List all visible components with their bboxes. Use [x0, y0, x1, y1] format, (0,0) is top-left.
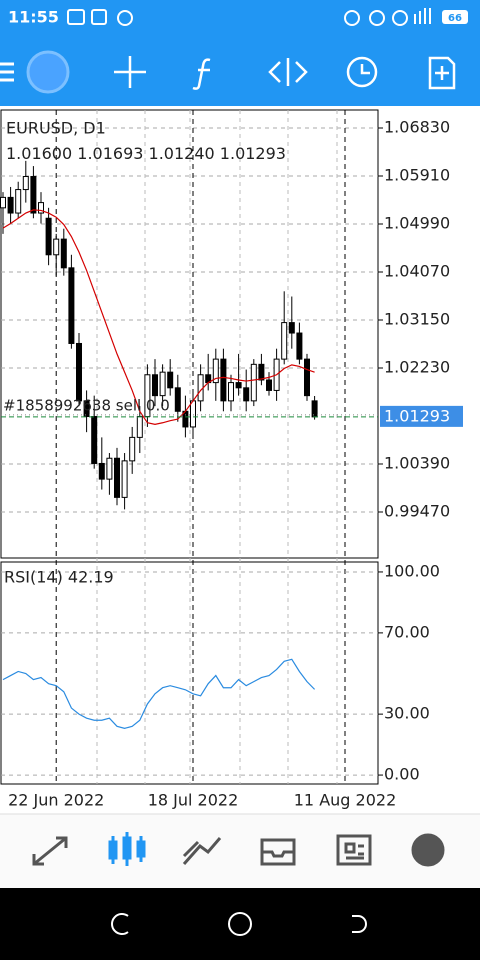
- x-tick-label: 18 Jul 2022: [148, 791, 239, 810]
- close: 1.01293: [220, 144, 286, 163]
- bottom-icons[interactable]: [32, 832, 445, 867]
- candle-body: [311, 400, 318, 418]
- candle-body: [266, 379, 272, 391]
- candle-body: [129, 436, 136, 462]
- y-tick-label: 1.05910: [384, 165, 450, 184]
- y-tick-label: 70.00: [384, 622, 430, 641]
- y-tick-label: 0.00: [384, 765, 420, 784]
- candle-body: [98, 462, 105, 480]
- app-bar: [0, 0, 480, 106]
- toolbar-icons[interactable]: [0, 50, 456, 94]
- y-tick-label: 1.04070: [384, 261, 450, 280]
- candle-body: [212, 358, 219, 384]
- order-label: #1858992638 sell 0.0: [3, 396, 170, 414]
- nav-bar: [0, 888, 480, 960]
- candle-body: [304, 358, 310, 397]
- candle-body: [220, 358, 227, 402]
- candle-body: [60, 238, 67, 269]
- nav-buttons[interactable]: [111, 912, 367, 936]
- candle-body: [258, 363, 265, 381]
- candle-body: [159, 371, 166, 397]
- candle-body: [114, 457, 120, 498]
- candle-body: [91, 416, 98, 464]
- candle-body: [106, 457, 113, 480]
- battery-level: 66: [448, 13, 462, 24]
- y-tick-label: 1.03150: [384, 309, 450, 328]
- candle-body: [83, 400, 90, 418]
- y-tick-label: 1.00390: [384, 453, 450, 472]
- clock: 11:55: [8, 8, 59, 27]
- open: 1.01600: [6, 144, 72, 163]
- moving-average: [2, 209, 315, 425]
- battery: [442, 10, 468, 24]
- high: 1.01693: [77, 144, 143, 163]
- y-tick-label: 1.02230: [384, 357, 450, 376]
- y-tick-label: 1.06830: [384, 117, 450, 136]
- candle-body: [167, 371, 174, 389]
- y-tick-label: 100.00: [384, 561, 440, 580]
- y-tick-label: 30.00: [384, 704, 430, 723]
- candle-body: [22, 176, 29, 191]
- ohlc: 1.01600 1.01693 1.01240 1.01293: [6, 144, 286, 163]
- rsi-line: [2, 658, 316, 729]
- candle-body: [121, 460, 128, 498]
- candle-body: [152, 374, 158, 397]
- candle-body: [288, 322, 295, 334]
- rsi-title: RSI(14) 42.19: [4, 568, 114, 587]
- candle-body: [53, 238, 60, 256]
- symbol: EURUSD, D1: [6, 119, 106, 138]
- candle-body: [250, 363, 257, 402]
- candle-body: [0, 196, 6, 209]
- candle-body: [235, 382, 242, 389]
- candle-body: [68, 267, 75, 344]
- candle-body: [76, 342, 82, 402]
- candle-body: [296, 332, 303, 360]
- candle-body: [243, 387, 250, 402]
- price-tag: [380, 405, 463, 427]
- price-tag-label: 1.01293: [384, 406, 450, 425]
- status-icons: [67, 8, 431, 26]
- candle-body: [228, 382, 234, 402]
- candle-body: [190, 400, 196, 428]
- candle-body: [7, 196, 14, 214]
- candle-body: [30, 176, 37, 214]
- candle-body: [15, 189, 22, 214]
- candle-body: [174, 387, 181, 412]
- candle-body: [45, 217, 52, 256]
- y-tick-label: 0.99470: [384, 501, 450, 520]
- candle-body: [136, 416, 143, 438]
- x-tick-label: 22 Jun 2022: [8, 791, 104, 810]
- y-tick-label: 1.04990: [384, 213, 450, 232]
- candle-body: [38, 202, 44, 214]
- candle-body: [281, 322, 288, 360]
- low: 1.01240: [149, 144, 215, 163]
- bottom-bar: [0, 814, 480, 888]
- x-tick-label: 11 Aug 2022: [294, 791, 397, 810]
